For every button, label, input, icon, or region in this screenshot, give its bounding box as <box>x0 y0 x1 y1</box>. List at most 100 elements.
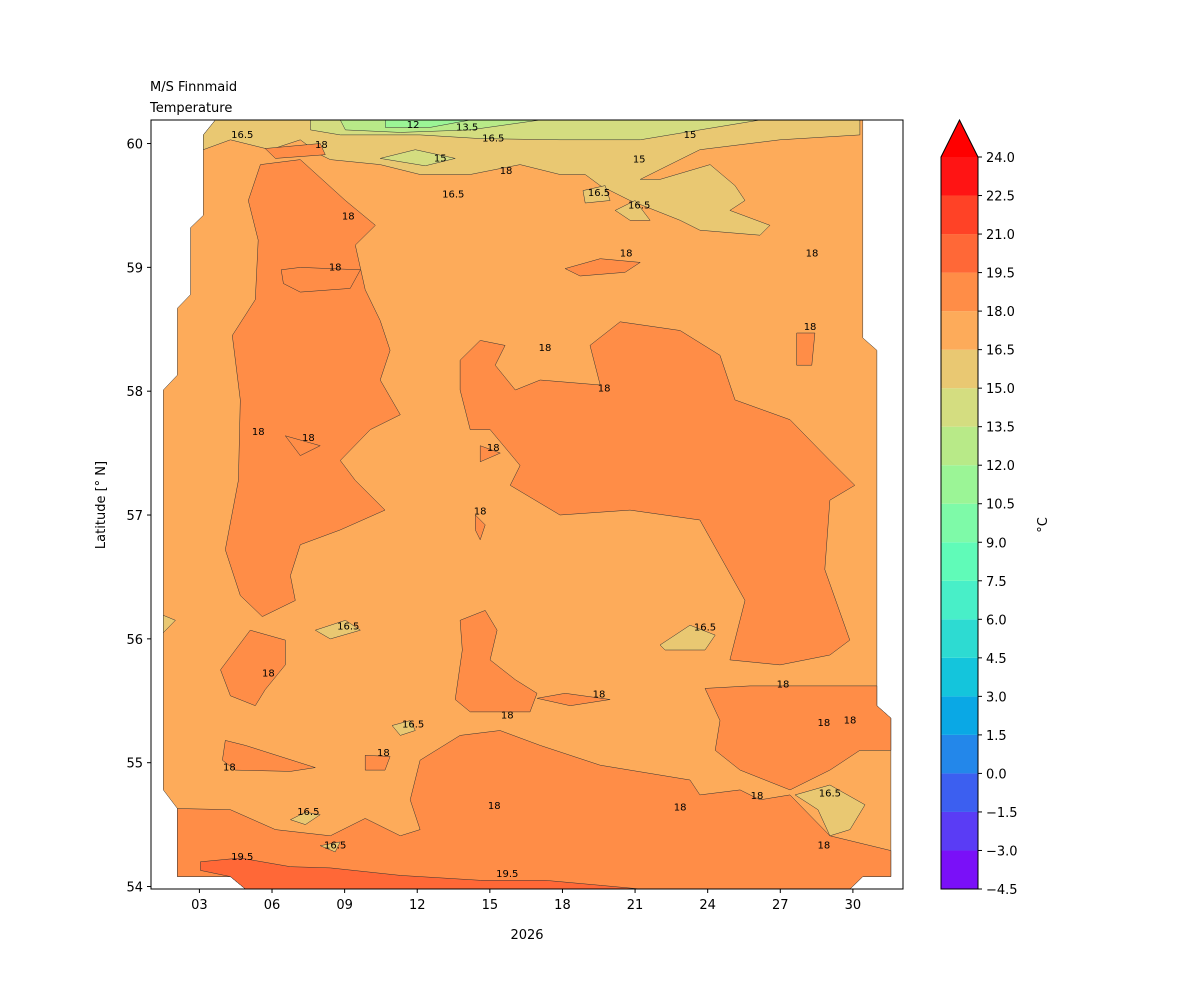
contour-label: 18 <box>315 140 328 151</box>
plot-frame <box>150 119 904 890</box>
contour-label: 18 <box>223 763 236 774</box>
colorbar-tick-label: 0.0 <box>986 767 1007 782</box>
x-tick-label: 15 <box>482 898 499 913</box>
colorbar-tick-label: −4.5 <box>986 883 1018 898</box>
colorbar-band <box>941 157 978 196</box>
contour-region <box>479 445 501 463</box>
colorbar-tick-label: −1.5 <box>986 806 1018 821</box>
contour-region <box>222 740 316 772</box>
contour-region <box>379 149 456 167</box>
contour-region <box>459 321 856 666</box>
contour-region <box>220 629 286 706</box>
contour-region <box>163 615 176 633</box>
colorbar-band <box>941 426 978 466</box>
y-tick-label: 60 <box>126 138 143 153</box>
colorbar-tick-label: 15.0 <box>986 382 1015 397</box>
colorbar-tick-label: 16.5 <box>986 344 1015 359</box>
colorbar-band <box>941 811 978 851</box>
contour-label: 18 <box>674 802 687 813</box>
contour-label: 18 <box>593 690 606 701</box>
contour-label: 18 <box>377 748 390 759</box>
contour-label: 15 <box>633 155 646 166</box>
colorbar-tick-label: 22.5 <box>986 190 1015 205</box>
contour-label: 18 <box>777 680 790 691</box>
colorbar-band <box>941 542 978 581</box>
contour-label: 18 <box>487 443 500 454</box>
contour-label: 16.5 <box>482 134 504 145</box>
colorbar-band <box>941 850 978 889</box>
contour-region <box>315 620 361 640</box>
contour-label: 18 <box>501 711 514 722</box>
contour-region <box>264 143 326 159</box>
contour-region <box>614 200 651 221</box>
contour-label: 13.5 <box>456 122 478 133</box>
colorbar-band <box>941 503 978 543</box>
contour-region <box>177 730 892 890</box>
chart-title: M/S Finnmaid <box>150 80 237 95</box>
contour-region <box>582 185 611 204</box>
x-axis-label: 2026 <box>510 928 543 943</box>
colorbar-tick-label: 24.0 <box>986 151 1015 166</box>
contour-region <box>796 332 816 366</box>
contour-label: 19.5 <box>496 869 518 880</box>
x-tick-label: 18 <box>554 898 571 913</box>
colorbar-band <box>941 195 978 235</box>
colorbar-tick-label: 13.5 <box>986 421 1015 436</box>
x-tick-label: 09 <box>336 898 353 913</box>
contour-label: 18 <box>474 506 487 517</box>
contour-label: 18 <box>252 427 265 438</box>
contour-label: 18 <box>844 716 857 727</box>
y-tick-label: 55 <box>126 757 143 772</box>
chart-subtitle: Temperature <box>149 101 232 116</box>
contour-label: 16.5 <box>324 841 346 852</box>
colorbar-tick-label: 21.0 <box>986 228 1015 243</box>
contour-region <box>285 435 321 456</box>
contour-label: 18 <box>804 322 817 333</box>
contour-label: 18 <box>817 718 830 729</box>
x-tick-label: 27 <box>772 898 789 913</box>
colorbar-band <box>941 580 978 620</box>
x-tick-label: 06 <box>264 898 281 913</box>
contour-label: 18 <box>302 433 315 444</box>
colorbar-band <box>941 388 978 427</box>
contour-label: 18 <box>262 669 275 680</box>
x-tick-label: 24 <box>699 898 716 913</box>
contour-label: 18 <box>620 249 633 260</box>
y-tick-label: 54 <box>126 881 143 896</box>
colorbar-band <box>941 657 978 697</box>
contour-region <box>364 755 391 771</box>
contour-region <box>475 514 486 541</box>
colorbar-tick-label: 4.5 <box>986 652 1007 667</box>
contour-label: 16.5 <box>337 621 359 632</box>
y-tick-label: 57 <box>126 509 143 524</box>
contour-label: 16.5 <box>442 189 464 200</box>
contour-label: 15 <box>434 153 447 164</box>
contour-region <box>454 610 538 713</box>
contour-label: 16.5 <box>231 130 253 141</box>
contour-label: 19.5 <box>231 852 253 863</box>
colorbar-band <box>941 696 978 735</box>
contour-label: 15 <box>684 130 697 141</box>
contour-label: 16.5 <box>819 789 841 800</box>
x-tick-label: 12 <box>409 898 426 913</box>
contour-region <box>536 693 611 706</box>
colorbar-band <box>941 234 978 273</box>
colorbar-tick-label: 1.5 <box>986 729 1007 744</box>
colorbar-tick-label: 18.0 <box>986 305 1015 320</box>
colorbar-tick-label: 19.5 <box>986 267 1015 282</box>
contour-region <box>704 685 892 791</box>
colorbar-band <box>941 773 978 812</box>
colorbar-tick-label: 7.5 <box>986 575 1007 590</box>
x-tick-label: 21 <box>627 898 644 913</box>
colorbar-tick-label: 9.0 <box>986 536 1007 551</box>
contour-region <box>200 857 641 890</box>
y-axis-label: Latitude [° N] <box>94 461 109 549</box>
contour-region <box>794 784 866 837</box>
contour-label: 18 <box>806 249 819 260</box>
x-tick-label: 30 <box>845 898 862 913</box>
colorbar-tick-label: 6.0 <box>986 613 1007 628</box>
colorbar-tick-label: 12.0 <box>986 459 1015 474</box>
colorbar-band <box>941 465 978 504</box>
contour-label: 18 <box>539 343 552 354</box>
